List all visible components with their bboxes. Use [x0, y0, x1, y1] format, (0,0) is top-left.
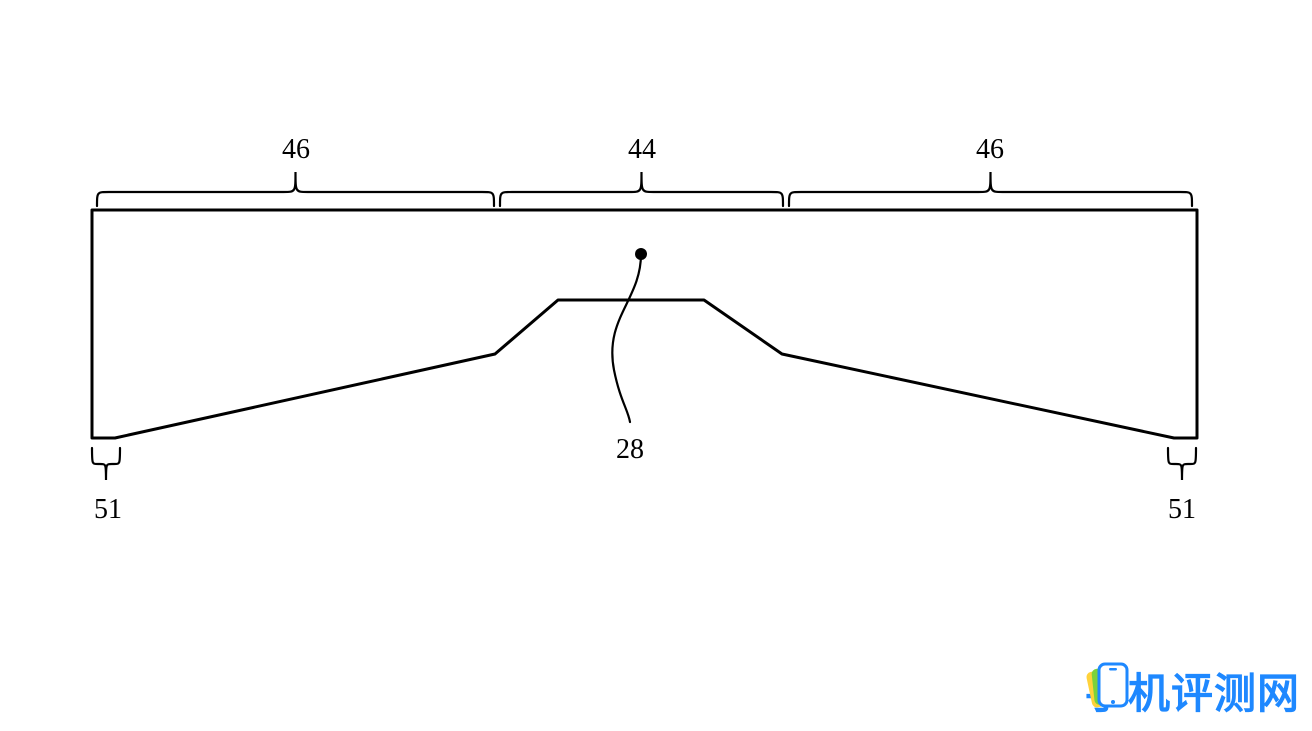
- label-28: 28: [616, 434, 644, 466]
- glasses-outline: [92, 210, 1197, 438]
- callout-28-leader: [612, 254, 641, 422]
- label-top-0: 46: [282, 134, 310, 166]
- top-bracket: [97, 172, 494, 206]
- watermark: 手机评测网: [1085, 660, 1300, 721]
- bottom-bracket: [1168, 448, 1196, 480]
- top-bracket: [500, 172, 783, 206]
- phone-logo-icon: [1085, 660, 1135, 710]
- label-top-2: 46: [976, 134, 1004, 166]
- label-bottom-1: 51: [1168, 494, 1196, 526]
- label-top-1: 44: [628, 134, 656, 166]
- bottom-bracket: [92, 448, 120, 480]
- top-bracket: [789, 172, 1192, 206]
- label-bottom-0: 51: [94, 494, 122, 526]
- patent-diagram: [0, 0, 1312, 731]
